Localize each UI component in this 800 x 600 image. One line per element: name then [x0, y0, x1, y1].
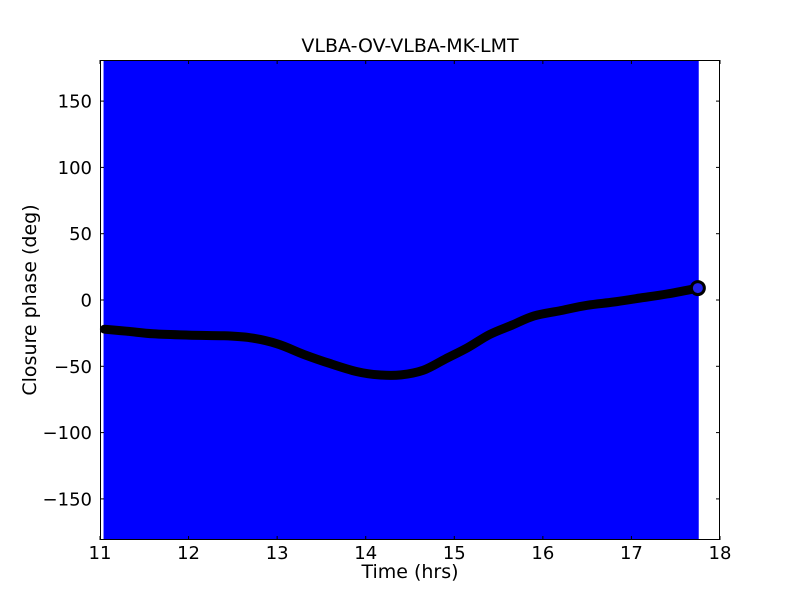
x-tick-label: 15 — [443, 543, 466, 564]
y-tick-label: 150 — [58, 92, 92, 113]
x-tick-label: 14 — [354, 543, 377, 564]
x-axis-label: Time (hrs) — [360, 561, 458, 583]
x-tick-label: 13 — [266, 543, 289, 564]
x-tick-label: 18 — [709, 543, 732, 564]
x-tick-label: 17 — [620, 543, 643, 564]
x-tick-label: 12 — [177, 543, 200, 564]
y-tick-label: 100 — [58, 158, 92, 179]
x-tick-label: 16 — [531, 543, 554, 564]
y-tick-label: 50 — [69, 224, 92, 245]
y-tick-label: −50 — [54, 357, 92, 378]
x-tick-label: 11 — [89, 543, 112, 564]
y-axis-label: Closure phase (deg) — [19, 204, 41, 395]
end-marker — [689, 280, 706, 297]
y-tick-label: 0 — [81, 291, 92, 312]
chart-title: VLBA-OV-VLBA-MK-LMT — [301, 35, 519, 57]
y-tick-label: −100 — [43, 423, 92, 444]
plot-border — [100, 60, 720, 540]
data-curve — [99, 283, 703, 380]
chart-layer: 11 12 13 14 15 16 17 18 −150 −100 −50 0 50 100 150 — [43, 60, 732, 564]
y-tick-label: −150 — [43, 489, 92, 510]
